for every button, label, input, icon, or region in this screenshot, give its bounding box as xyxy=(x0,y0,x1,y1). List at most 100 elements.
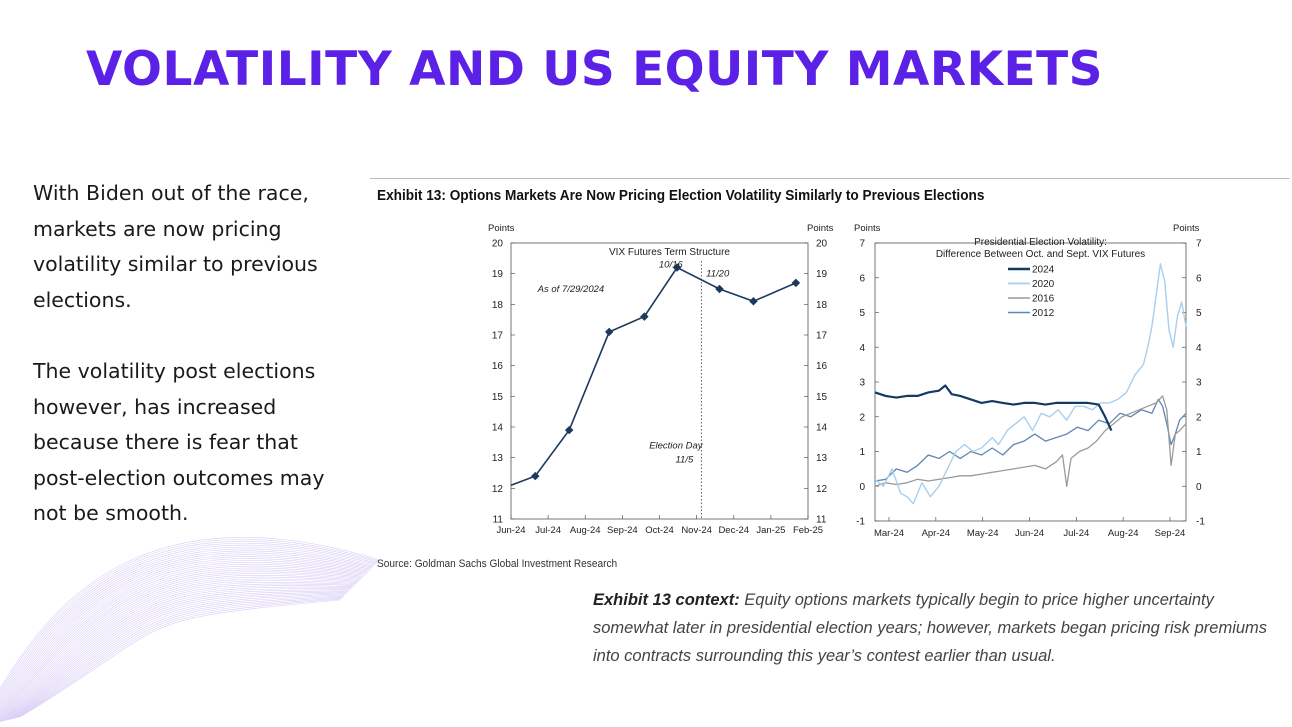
data-point xyxy=(791,278,801,288)
legend-label-2016: 2016 xyxy=(1032,294,1055,305)
wave-line xyxy=(2,578,358,722)
wave-line xyxy=(17,597,343,718)
context-text: Equity options markets typically begin t… xyxy=(593,591,1268,665)
x-tick-label: Sep-24 xyxy=(607,525,638,536)
x-tick-label: Jan-25 xyxy=(756,525,785,536)
wave-line xyxy=(3,580,357,722)
y-tick-label: 17 xyxy=(492,331,504,342)
y-tick-label: 18 xyxy=(816,300,828,311)
y-tick-label: 1 xyxy=(859,447,865,458)
wave-line xyxy=(0,574,360,723)
y-tick-label: 3 xyxy=(859,378,865,389)
wave-line xyxy=(0,554,371,710)
chart-title: VIX Futures Term Structure xyxy=(609,247,730,258)
data-point xyxy=(604,327,614,337)
y-tick-label: 5 xyxy=(1196,308,1202,319)
x-tick-label: Jul-24 xyxy=(1063,528,1089,539)
body-text: With Biden out of the race, markets are … xyxy=(33,176,353,568)
wave-line xyxy=(1,576,359,722)
y-tick-label: 5 xyxy=(859,308,865,319)
y-tick-label: 16 xyxy=(816,361,828,372)
wave-line xyxy=(19,599,341,718)
paragraph-2: The volatility post elections however, h… xyxy=(33,359,325,525)
wave-line xyxy=(0,573,361,723)
data-point xyxy=(640,312,649,321)
y-tick-label: 11 xyxy=(816,515,827,526)
x-tick-label: Jun-24 xyxy=(1015,528,1044,539)
wave-line xyxy=(9,589,351,720)
y-tick-label: 15 xyxy=(492,392,504,403)
exhibit-title: Exhibit 13: Options Markets Are Now Pric… xyxy=(377,188,985,204)
y-tick-label: 14 xyxy=(816,423,828,434)
y-axis-label-left: Points xyxy=(488,223,515,234)
x-tick-label: Sep-24 xyxy=(1155,528,1186,539)
wave-line xyxy=(10,590,350,720)
y-tick-label: 12 xyxy=(492,484,504,495)
wave-line xyxy=(18,598,342,718)
wave-line xyxy=(11,591,349,720)
series-line-2020 xyxy=(874,263,1187,505)
wave-line xyxy=(0,567,364,720)
y-tick-label: 0 xyxy=(859,482,865,493)
y-axis-label-right: Points xyxy=(807,223,834,234)
exhibit-divider xyxy=(370,178,1290,179)
wave-line xyxy=(0,563,366,717)
data-point xyxy=(672,263,682,272)
y-tick-label: 20 xyxy=(492,239,504,250)
x-tick-label: Oct-24 xyxy=(645,525,674,536)
y-tick-label: 0 xyxy=(1196,482,1202,493)
wave-line xyxy=(0,542,378,698)
y-tick-label: 19 xyxy=(816,269,828,280)
wave-line xyxy=(0,565,365,718)
wave-line xyxy=(13,593,347,719)
y-tick-label: 15 xyxy=(816,392,828,403)
wave-line xyxy=(0,552,372,708)
x-tick-label: Jul-24 xyxy=(535,525,561,536)
chart-annotation: 11/5 xyxy=(675,454,694,465)
y-tick-label: 20 xyxy=(816,239,828,250)
chart-title: Presidential Election Volatility: xyxy=(974,237,1107,248)
context-label: Exhibit 13 context: xyxy=(593,591,740,609)
y-tick-label: 14 xyxy=(492,423,504,434)
y-tick-label: 2 xyxy=(1196,412,1202,423)
x-tick-label: Aug-24 xyxy=(1108,528,1139,539)
wave-line xyxy=(0,562,367,716)
wave-line xyxy=(0,546,375,702)
y-tick-label: 7 xyxy=(1196,239,1202,250)
data-point xyxy=(715,284,724,294)
y-tick-label: 6 xyxy=(1196,273,1202,284)
wave-line xyxy=(0,550,373,706)
y-tick-label: 12 xyxy=(816,484,828,495)
election-volatility-chart: Points Points Presidential Election Volati… xyxy=(854,223,1205,539)
x-tick-label: Nov-24 xyxy=(681,525,712,536)
series-line-2012 xyxy=(874,398,1187,482)
wave-line xyxy=(0,560,368,714)
wave-line xyxy=(0,548,374,704)
y-axis-label-left: Points xyxy=(854,223,881,234)
chart-subtitle: Difference Between Oct. and Sept. VIX Fu… xyxy=(936,249,1145,260)
y-tick-label: 6 xyxy=(859,273,865,284)
y-tick-label: 4 xyxy=(1196,343,1202,354)
source-note: Source: Goldman Sachs Global Investment … xyxy=(377,558,618,570)
x-tick-label: Mar-24 xyxy=(874,528,904,539)
y-tick-label: 4 xyxy=(859,343,865,354)
y-tick-label: 17 xyxy=(816,331,828,342)
y-tick-label: 7 xyxy=(859,239,865,250)
y-tick-label: 19 xyxy=(492,269,504,280)
y-tick-label: -1 xyxy=(856,517,865,528)
paragraph-1: With Biden out of the race, markets are … xyxy=(33,181,318,312)
y-tick-label: 3 xyxy=(1196,378,1202,389)
legend-label-2020: 2020 xyxy=(1032,279,1055,290)
legend-label-2012: 2012 xyxy=(1032,308,1055,319)
page-title: VOLATILITY AND US EQUITY MARKETS xyxy=(86,42,1104,97)
series-line-2024 xyxy=(874,384,1113,432)
y-tick-label: 2 xyxy=(859,412,865,423)
wave-line xyxy=(0,558,369,713)
wave-line xyxy=(4,581,356,722)
wave-line xyxy=(14,594,346,719)
wave-line xyxy=(8,588,352,721)
y-tick-label: 1 xyxy=(1196,447,1202,458)
y-tick-label: 13 xyxy=(816,453,828,464)
x-tick-label: Aug-24 xyxy=(570,525,601,536)
y-tick-label: -1 xyxy=(1196,517,1205,528)
